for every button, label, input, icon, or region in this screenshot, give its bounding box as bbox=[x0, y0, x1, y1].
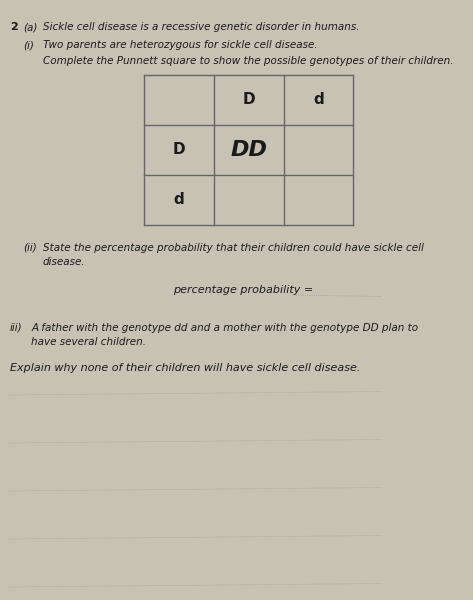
Text: A father with the genotype dd and a mother with the genotype DD plan to: A father with the genotype dd and a moth… bbox=[31, 323, 418, 333]
Text: Explain why none of their children will have sickle cell disease.: Explain why none of their children will … bbox=[10, 363, 360, 373]
Text: (i): (i) bbox=[23, 40, 34, 50]
Text: (a): (a) bbox=[23, 22, 37, 32]
Text: State the percentage probability that their children could have sickle cell: State the percentage probability that th… bbox=[43, 243, 424, 253]
Text: d: d bbox=[313, 92, 324, 107]
Text: Two parents are heterozygous for sickle cell disease.: Two parents are heterozygous for sickle … bbox=[43, 40, 317, 50]
Text: have several children.: have several children. bbox=[31, 337, 146, 347]
Text: d: d bbox=[174, 193, 184, 208]
Text: (ii): (ii) bbox=[23, 243, 37, 253]
Text: D: D bbox=[242, 92, 255, 107]
Text: D: D bbox=[173, 142, 185, 157]
Text: Sickle cell disease is a recessive genetic disorder in humans.: Sickle cell disease is a recessive genet… bbox=[43, 22, 359, 32]
Text: iii): iii) bbox=[10, 323, 23, 333]
Text: Complete the Punnett square to show the possible genotypes of their children.: Complete the Punnett square to show the … bbox=[43, 56, 453, 66]
Text: percentage probability =: percentage probability = bbox=[173, 285, 313, 295]
Text: 2: 2 bbox=[10, 22, 18, 32]
Text: DD: DD bbox=[230, 140, 267, 160]
Text: disease.: disease. bbox=[43, 257, 85, 267]
